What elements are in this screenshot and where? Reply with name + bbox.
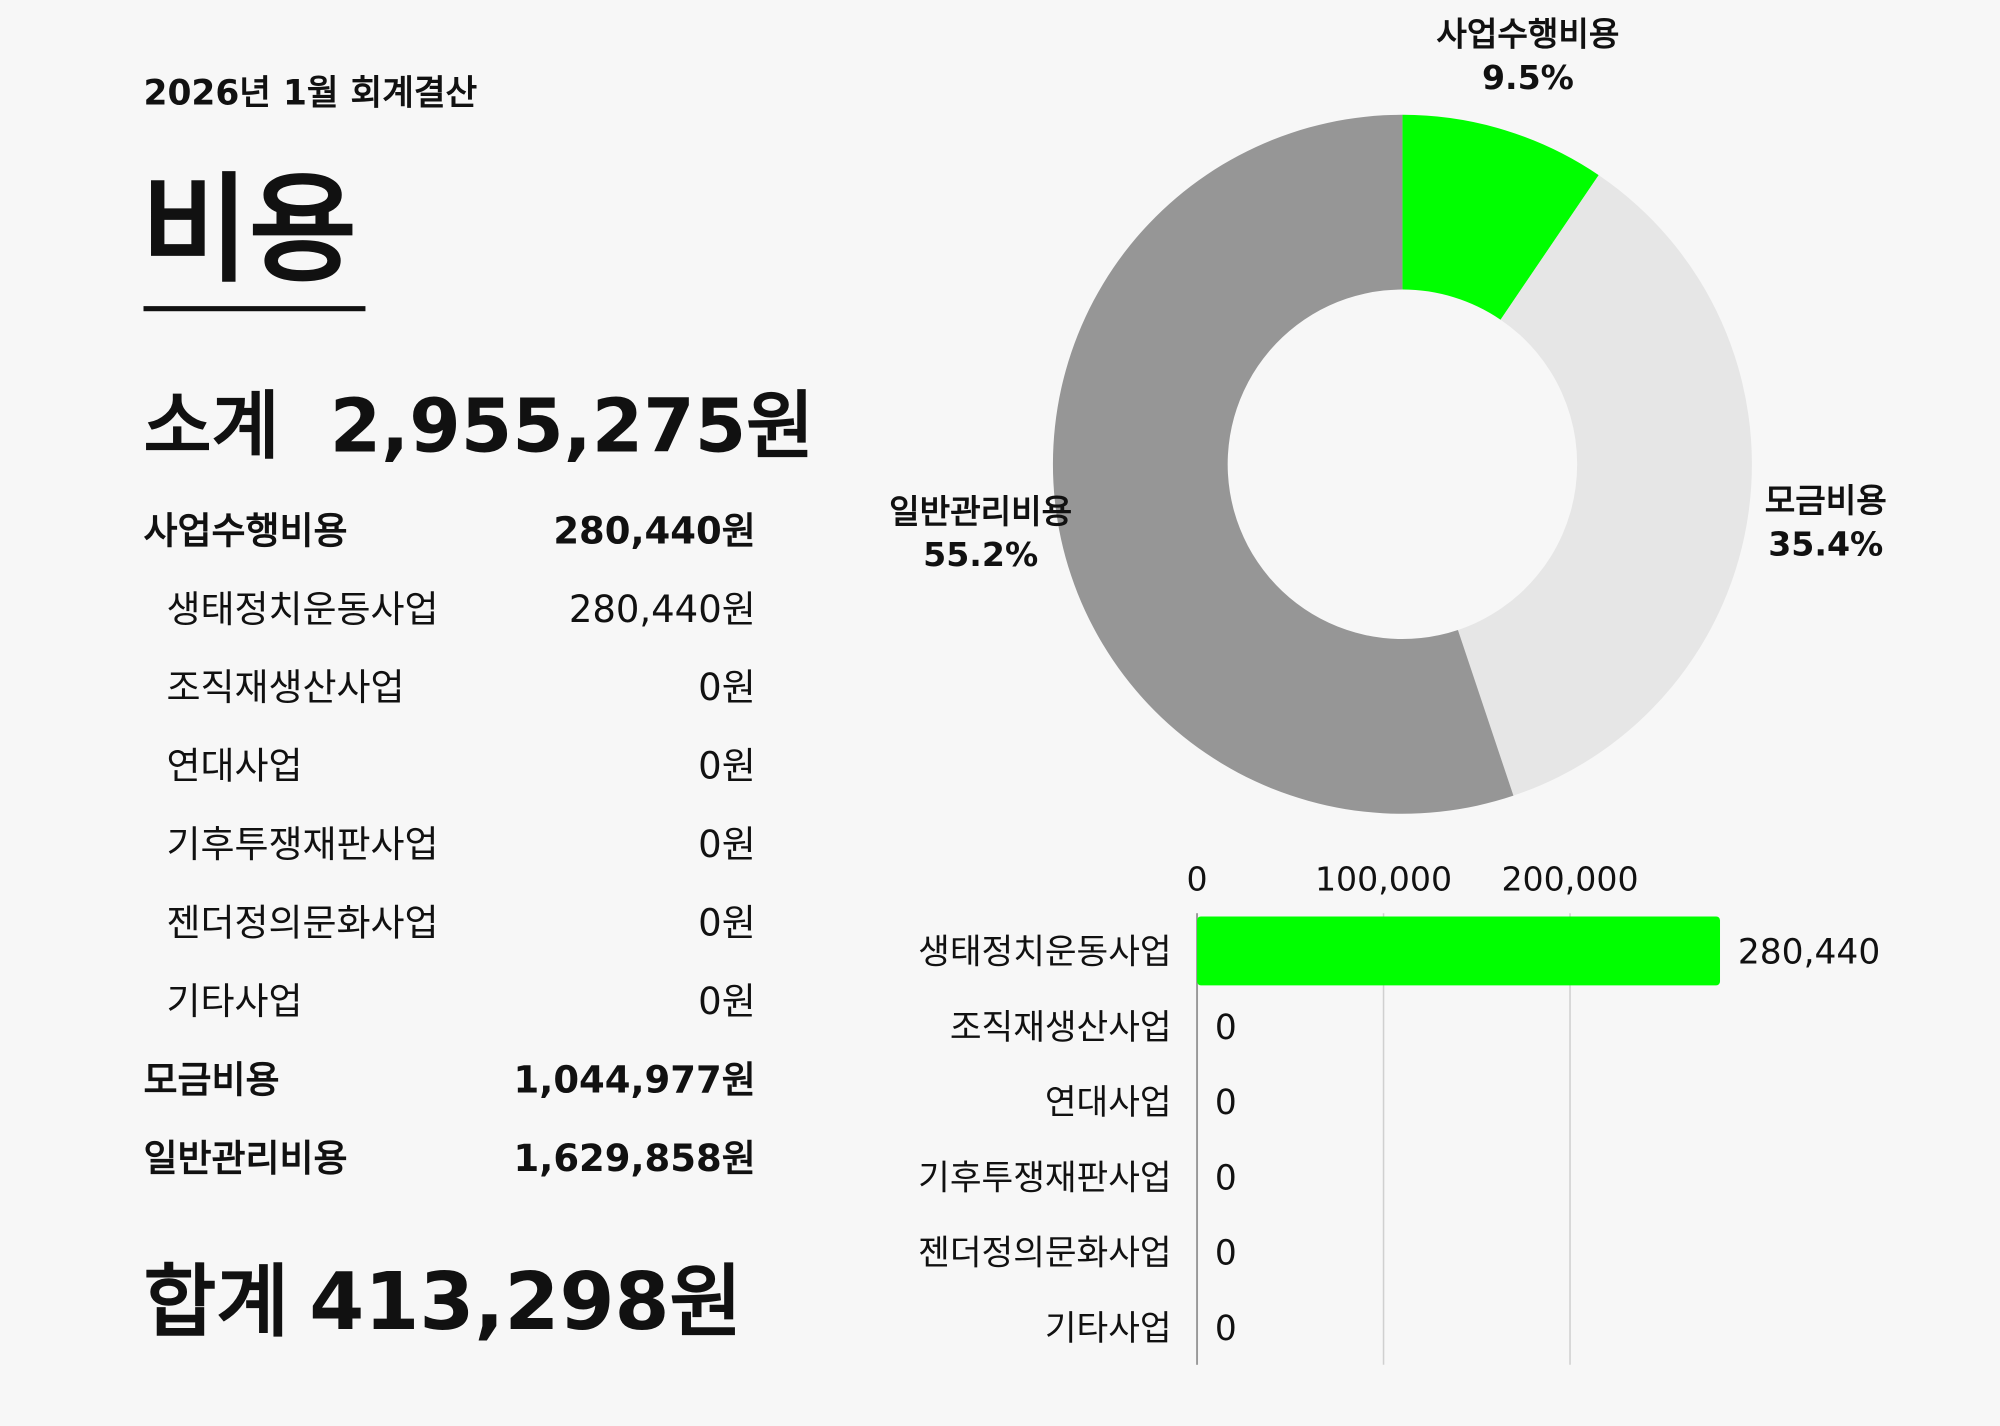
sub-item-name: 기타사업	[166, 980, 302, 1023]
total-amount: 413,298원	[309, 1256, 742, 1348]
item-amount: 280,440원	[553, 509, 755, 552]
report-title: 2026년 1월 회계결산	[144, 74, 478, 114]
x-tick-label: 100,000	[1315, 859, 1452, 898]
bar-value-label: 0	[1215, 1158, 1237, 1198]
category-label: 생태정치운동사업	[918, 933, 1171, 973]
sub-item-name: 기후투쟁재판사업	[166, 823, 438, 866]
donut-slice	[1402, 114, 1599, 320]
bar-value-label: 0	[1215, 1083, 1237, 1123]
item-amount: 1,629,858원	[514, 1137, 756, 1180]
bar	[1197, 916, 1721, 986]
donut-slice	[1052, 114, 1514, 814]
category-label: 조직재생산사업	[950, 1008, 1172, 1048]
subtotal-amount: 2,955,275원	[330, 384, 815, 470]
slice-value-label: 35.4%	[1768, 525, 1883, 564]
category-label: 기후투쟁재판사업	[918, 1158, 1171, 1198]
heading-underline	[143, 306, 366, 312]
sub-item-name: 조직재생산사업	[166, 666, 404, 709]
category-label: 젠더정의문화사업	[918, 1234, 1171, 1274]
sub-item-name: 연대사업	[166, 745, 302, 788]
slice-label: 사업수행비용	[1436, 15, 1619, 54]
sub-item-amount: 0원	[698, 745, 756, 788]
sub-item-name: 젠더정의문화사업	[166, 902, 438, 945]
subtotal-label: 소계	[144, 384, 280, 470]
bar-value-label: 0	[1215, 1008, 1237, 1048]
heading: 비용	[141, 161, 357, 298]
slice-value-label: 55.2%	[923, 535, 1038, 574]
item-name: 모금비용	[144, 1058, 280, 1101]
sub-item-amount: 280,440원	[569, 588, 756, 631]
bar-value-label: 0	[1215, 1234, 1237, 1274]
sub-item-amount: 0원	[698, 666, 756, 709]
sub-item-amount: 0원	[698, 980, 756, 1023]
category-label: 기타사업	[1045, 1309, 1172, 1349]
item-name: 사업수행비용	[144, 509, 348, 552]
donut-slice	[1457, 175, 1752, 796]
category-label: 연대사업	[1045, 1083, 1172, 1123]
x-tick-label: 0	[1187, 859, 1208, 898]
bar-value-label: 0	[1215, 1309, 1237, 1349]
sub-item-amount: 0원	[698, 823, 756, 866]
total-label: 합계	[144, 1256, 290, 1348]
item-name: 일반관리비용	[144, 1137, 348, 1180]
item-amount: 1,044,977원	[514, 1058, 756, 1101]
bar-value-label: 280,440	[1738, 933, 1880, 973]
x-tick-label: 200,000	[1501, 859, 1638, 898]
slice-label: 모금비용	[1765, 481, 1887, 520]
sub-item-amount: 0원	[698, 902, 756, 945]
slice-value-label: 9.5%	[1482, 58, 1574, 97]
sub-item-name: 생태정치운동사업	[166, 588, 438, 631]
slice-label: 일반관리비용	[889, 492, 1072, 531]
